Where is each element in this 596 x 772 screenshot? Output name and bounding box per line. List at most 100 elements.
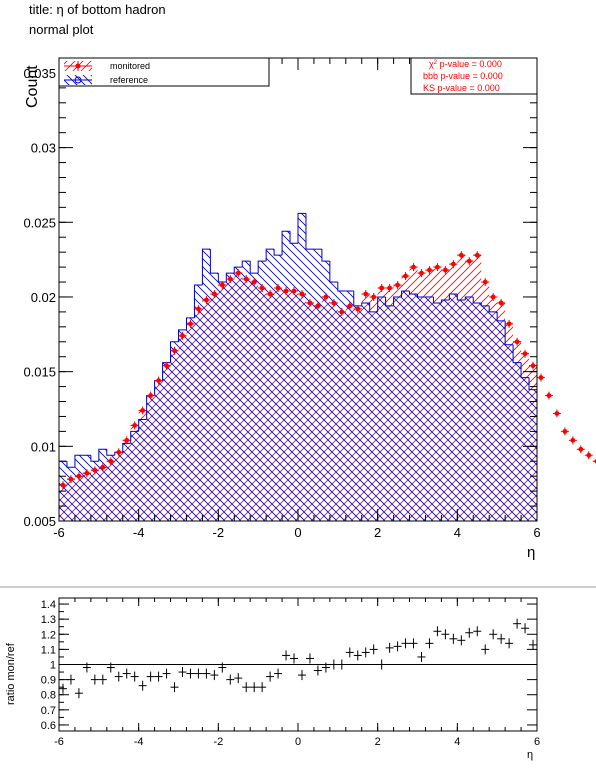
legend-reference-label: reference [110,75,148,85]
monitored-point [202,295,211,304]
x-axis-label: η [527,544,535,561]
y-tick-label: 0.02 [31,290,56,305]
monitored-point-marker [180,333,185,339]
monitored-point [114,448,123,457]
monitored-point [258,284,267,293]
monitored-point [568,436,577,445]
ratio-point [226,674,235,685]
monitored-point [425,266,434,275]
monitored-point-marker [554,411,560,416]
ratio-y-tick-label: 0.6 [41,720,56,732]
monitored-point [473,251,482,260]
legend-monitored-label: monitored [110,61,150,71]
x-tick-label: 4 [454,525,461,540]
ratio-point [90,674,99,685]
ratio-y-tick-label: 1.1 [41,644,56,656]
monitored-point [441,266,450,275]
monitored-point [194,304,203,313]
ratio-point [497,633,506,644]
monitored-point [282,286,291,295]
reference-bar [545,405,553,423]
x-tick-label: 6 [533,525,540,540]
monitored-point [59,481,67,490]
monitored-point [529,361,537,370]
ratio-point [537,605,545,615]
reference-bar [472,296,482,304]
monitored-point-marker [172,348,177,354]
monitored-point-marker [235,270,241,276]
ratio-point [425,638,434,649]
reference-bar [122,442,131,453]
stats-chi2-symbol: χ [429,59,434,69]
monitored-point-marker [84,470,90,476]
ratio-x-tick-label: 2 [375,736,381,748]
legend: monitored reference [58,57,270,87]
monitored-point [584,451,593,460]
ratio-point [329,659,338,670]
monitored-point-marker [450,261,456,267]
monitored-point [218,281,227,290]
monitored-point [552,409,561,418]
reference-bar [440,299,450,303]
ratio-point [146,671,155,682]
ratio-point [361,647,370,658]
monitored-point-marker [267,291,273,297]
ratio-point [345,647,354,658]
monitored-point [210,289,219,298]
reference-bar [464,296,474,300]
ratio-y-tick-label: 0.9 [41,675,56,687]
reference-bar [281,230,291,256]
reference-bar [361,302,370,306]
monitored-point-marker [211,291,217,297]
monitored-point [154,376,163,385]
ratio-point [521,623,530,634]
reference-bar [393,296,402,306]
reference-bar [417,293,426,298]
ratio-point [353,650,362,661]
reference-bar [553,422,561,437]
ratio-y-tick-label: 1.3 [41,614,56,626]
reference-hatched-area [59,213,537,521]
monitored-point [162,361,171,370]
ratio-point [290,653,298,664]
monitored-point [560,427,569,436]
ratio-point [98,674,107,685]
ratio-point [170,682,179,693]
ratio-point [258,682,267,693]
ratio-point [234,673,243,684]
monitored-point-marker [490,294,496,300]
reference-bar [401,290,410,297]
reference-bar [480,302,490,307]
reference-bar [297,212,306,244]
monitored-point-marker [395,282,400,288]
ratio-point [465,627,474,638]
monitored-point-marker [514,339,520,345]
ratio-point [194,668,203,679]
main-histogram-plot: -6 -4 -2 0 2 4 6 0.005 0.01 0.015 0.02 0.025 0.03 0.0… [23,57,596,561]
monitored-point-marker [427,267,432,273]
monitored-point-marker [458,252,464,258]
ratio-point [250,682,259,693]
monitored-point-marker [586,452,592,458]
ratio-point [457,635,466,646]
reference-bar [162,362,171,381]
reference-bar [496,311,506,322]
monitored-point-marker [132,423,138,428]
monitored-point-marker [323,294,329,300]
ratio-point [162,668,171,679]
ratio-point [393,641,402,652]
monitored-point-marker [259,285,265,291]
x-tick-label: 2 [374,525,381,540]
monitored-point [481,278,490,287]
ratio-point [337,659,346,670]
monitored-point [82,469,91,478]
monitored-point-marker [291,288,297,294]
reference-bar [488,305,498,313]
monitored-point-marker [522,351,528,357]
ratio-point [130,671,139,682]
monitored-point [544,391,553,400]
reference-bar [241,260,251,268]
monitored-point [130,421,139,430]
monitored-point-marker [251,279,257,285]
monitored-point [274,284,283,293]
